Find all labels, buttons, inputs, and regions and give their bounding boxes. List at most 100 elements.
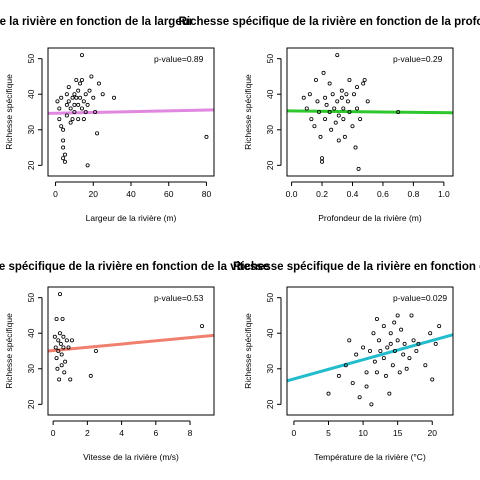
x-tick-label: 0.4	[347, 189, 359, 199]
data-point	[382, 357, 385, 360]
data-point	[342, 118, 345, 121]
y-tick-label: 50	[26, 54, 36, 64]
data-point	[316, 100, 319, 103]
data-point	[325, 103, 328, 106]
data-point	[389, 332, 392, 335]
chart-panel-3: Richesse spécifique de la rivière en fon…	[0, 261, 269, 462]
data-point	[377, 339, 380, 342]
data-point	[200, 325, 203, 328]
data-point	[82, 100, 85, 103]
data-point	[302, 96, 305, 99]
data-point	[415, 349, 418, 352]
y-tick-label: 30	[265, 125, 275, 135]
data-point	[54, 346, 57, 349]
data-point	[375, 371, 378, 374]
chart-panel-1: Richesse spécifique de la rivière en fon…	[0, 16, 214, 223]
y-axis-label: Richesse spécifique	[243, 74, 253, 150]
x-tick-label: 0	[292, 428, 297, 438]
data-point	[71, 96, 74, 99]
data-point	[71, 118, 74, 121]
x-tick-label: 20	[89, 189, 99, 199]
y-tick-label: 40	[26, 328, 36, 338]
data-point	[355, 107, 358, 110]
data-point	[319, 135, 322, 138]
data-point	[363, 78, 366, 81]
data-point	[67, 100, 70, 103]
y-tick-label: 20	[265, 399, 275, 409]
data-point	[340, 96, 343, 99]
data-point	[337, 374, 340, 377]
data-point	[97, 82, 100, 85]
x-tick-label: 5	[326, 428, 331, 438]
data-point	[53, 335, 56, 338]
data-point	[310, 118, 313, 121]
y-tick-label: 30	[265, 364, 275, 374]
data-point	[89, 374, 92, 377]
y-tick-label: 40	[26, 89, 36, 99]
data-point	[59, 342, 62, 345]
data-point	[334, 121, 337, 124]
data-point	[78, 96, 81, 99]
y-tick-label: 50	[265, 293, 275, 303]
chart-title: Richesse spécifique de la rivière en fon…	[0, 16, 194, 28]
data-point	[314, 78, 317, 81]
data-point	[384, 374, 387, 377]
data-point	[331, 93, 334, 96]
x-tick-label: 15	[393, 428, 403, 438]
data-point	[60, 364, 63, 367]
data-point	[63, 371, 66, 374]
data-point	[403, 342, 406, 345]
data-point	[352, 93, 355, 96]
data-point	[410, 314, 413, 317]
data-point	[412, 339, 415, 342]
x-tick-label: 0	[51, 428, 56, 438]
data-point	[308, 93, 311, 96]
data-point	[320, 160, 323, 163]
data-point	[408, 357, 411, 360]
data-point	[305, 107, 308, 110]
data-point	[336, 100, 339, 103]
x-tick-label: 2	[85, 428, 90, 438]
data-point	[88, 89, 91, 92]
y-tick-label: 30	[26, 125, 36, 135]
data-point	[61, 128, 64, 131]
data-point	[77, 103, 80, 106]
data-point	[382, 325, 385, 328]
y-tick-label: 40	[265, 328, 275, 338]
data-point	[362, 82, 365, 85]
x-tick-label: 10	[358, 428, 368, 438]
plot-frame	[48, 287, 214, 415]
data-point	[328, 82, 331, 85]
data-point	[63, 160, 66, 163]
data-point	[389, 342, 392, 345]
data-point	[322, 71, 325, 74]
x-tick-label: 0.2	[316, 189, 328, 199]
data-point	[342, 107, 345, 110]
data-point	[82, 118, 85, 121]
data-point	[393, 321, 396, 324]
data-point	[348, 78, 351, 81]
y-axis-label: Richesse spécifique	[4, 74, 14, 150]
x-tick-label: 80	[202, 189, 212, 199]
data-point	[398, 371, 401, 374]
data-point	[57, 339, 60, 342]
y-axis-label: Richesse spécifique	[243, 313, 253, 389]
data-point	[80, 54, 83, 57]
y-axis-label: Richesse spécifique	[4, 313, 14, 389]
data-point	[365, 385, 368, 388]
x-axis-label: Vitesse de la rivière (m/s)	[83, 452, 179, 462]
p-value-annotation: p-value=0.029	[393, 293, 447, 303]
data-point	[73, 93, 76, 96]
data-point	[70, 339, 73, 342]
data-point	[365, 371, 368, 374]
x-tick-label: 0	[53, 189, 58, 199]
data-point	[400, 328, 403, 331]
data-point	[77, 89, 80, 92]
data-point	[56, 367, 59, 370]
plot-frame	[287, 287, 453, 415]
data-point	[337, 139, 340, 142]
data-point	[320, 157, 323, 160]
data-point	[323, 96, 326, 99]
data-point	[348, 339, 351, 342]
data-point	[388, 392, 391, 395]
